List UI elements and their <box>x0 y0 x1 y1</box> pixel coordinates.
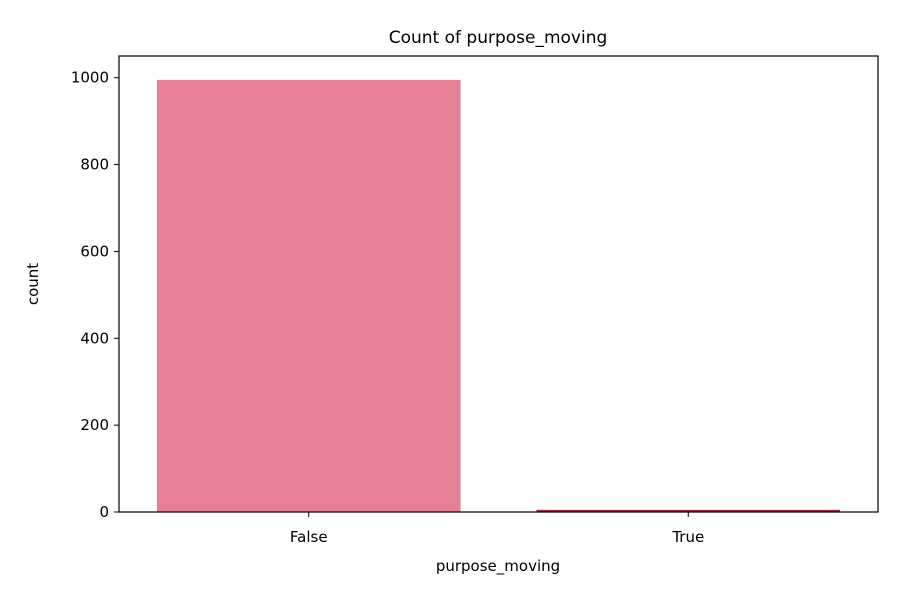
y-tick-label: 800 <box>80 156 109 174</box>
y-axis-label: count <box>24 263 42 305</box>
x-tick-label: False <box>290 528 328 546</box>
bar-false <box>157 80 461 512</box>
x-axis-label: purpose_moving <box>436 557 560 576</box>
y-tick-label: 1000 <box>71 69 109 87</box>
y-tick-label: 600 <box>80 242 109 260</box>
chart-title: Count of purpose_moving <box>389 28 608 48</box>
y-tick-label: 200 <box>80 416 109 434</box>
y-tick-label: 400 <box>80 329 109 347</box>
x-tick-label: True <box>671 528 704 546</box>
y-tick-label: 0 <box>99 503 109 521</box>
